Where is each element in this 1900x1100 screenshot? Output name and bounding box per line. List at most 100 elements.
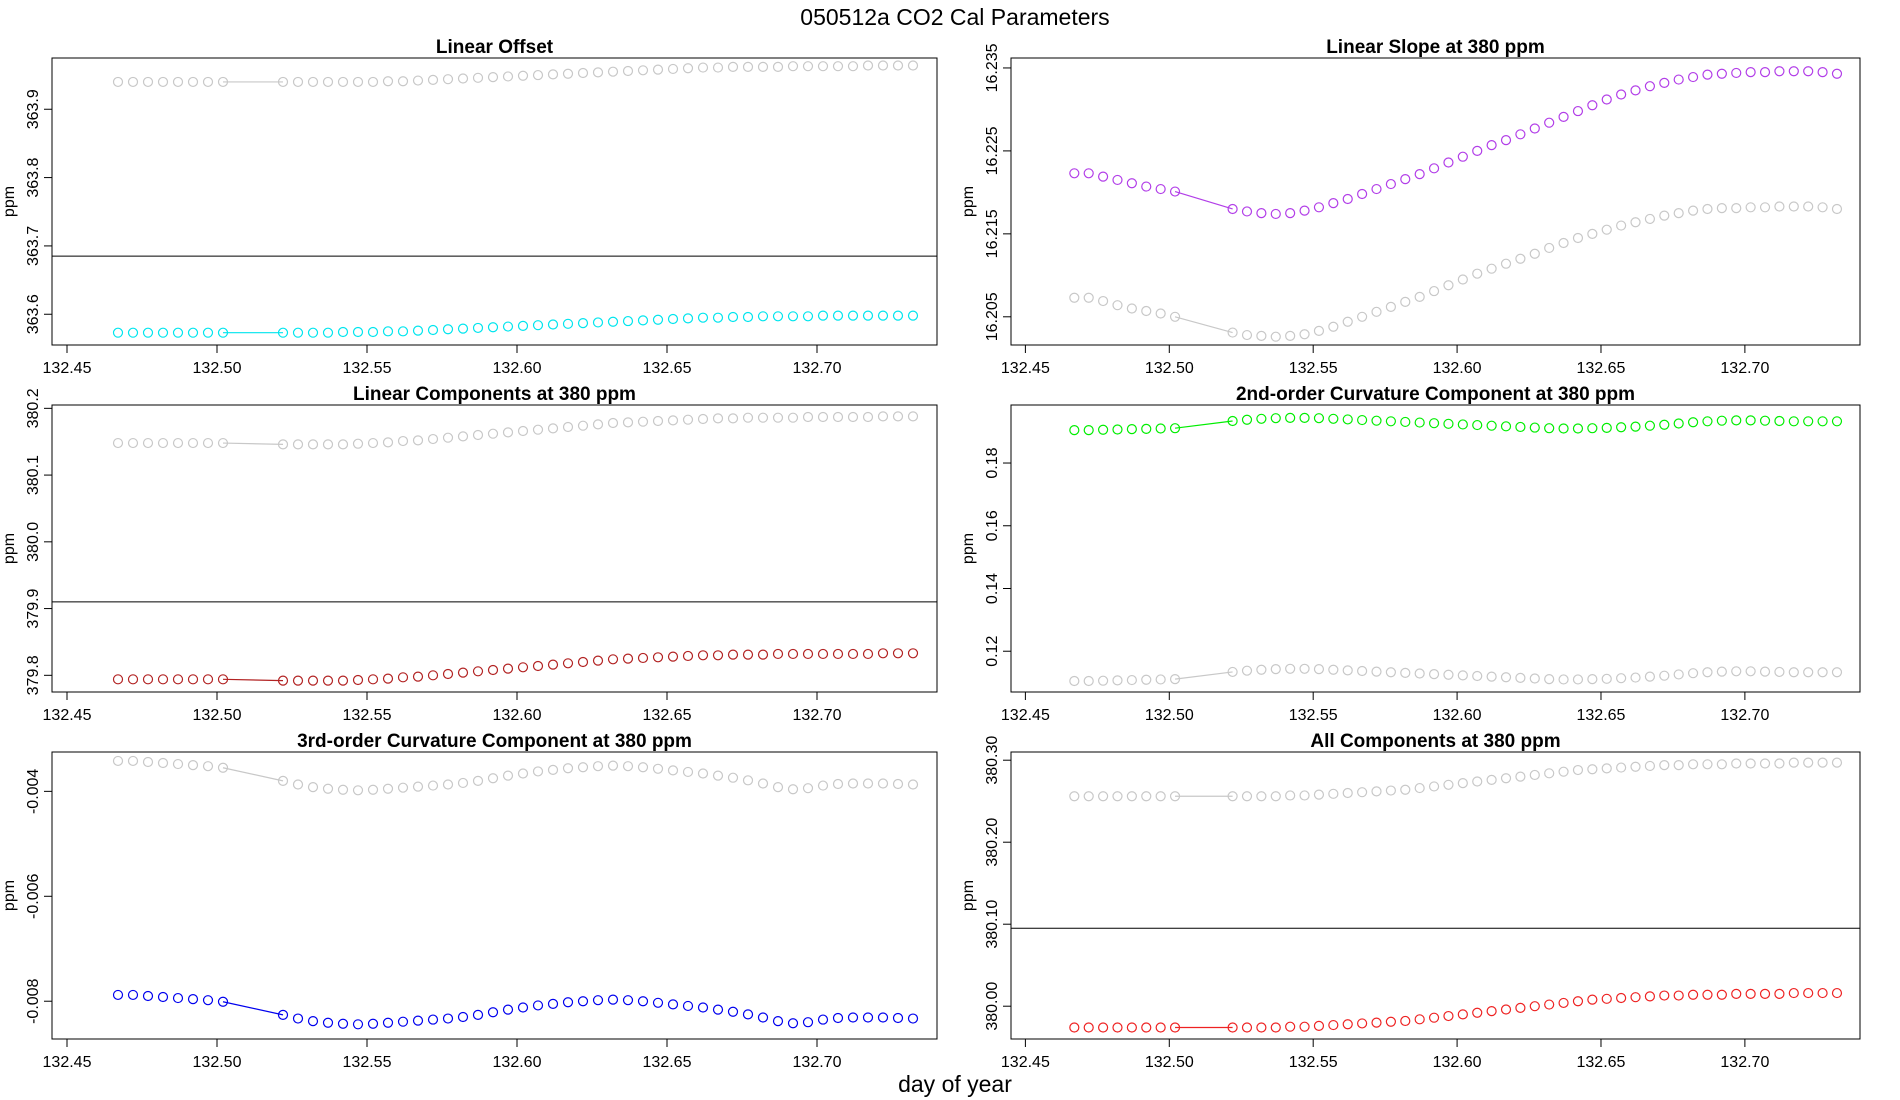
- data-point: [667, 63, 679, 75]
- data-point: [877, 648, 889, 659]
- data-point: [742, 412, 754, 423]
- x-tick-label: 132.60: [493, 707, 542, 724]
- data-point: [502, 770, 514, 781]
- data-point: [622, 315, 634, 327]
- data-point: [1472, 670, 1483, 682]
- data-point: [1759, 67, 1771, 78]
- data-point: [1371, 786, 1382, 797]
- data-point: [517, 320, 529, 331]
- data-point: [1472, 419, 1483, 431]
- data-point: [292, 327, 304, 338]
- data-point: [1486, 139, 1497, 151]
- data-point: [1745, 758, 1756, 769]
- data-point: [1515, 672, 1526, 683]
- data-point: [1529, 673, 1540, 684]
- data-point: [1472, 1007, 1483, 1018]
- data-point: [1745, 415, 1756, 426]
- data-point: [727, 649, 739, 660]
- data-point: [742, 1009, 754, 1020]
- plot-frame: [51, 751, 938, 1040]
- data-point: [187, 437, 199, 449]
- plot-frame: [1010, 57, 1861, 346]
- data-point: [592, 317, 604, 328]
- data-point: [592, 761, 604, 772]
- data-point: [457, 667, 469, 678]
- data-point: [757, 311, 769, 322]
- data-point: [202, 437, 214, 449]
- data-point: [1529, 1001, 1540, 1012]
- series-gap-segment: [222, 678, 284, 682]
- series-offset: [112, 310, 919, 338]
- data-point: [697, 1002, 709, 1013]
- data-point: [352, 326, 364, 338]
- data-point: [352, 438, 364, 449]
- data-point: [1616, 89, 1627, 100]
- data-point: [1357, 414, 1368, 426]
- data-point: [1572, 423, 1584, 434]
- data-point: [1357, 665, 1368, 677]
- data-point: [802, 61, 814, 72]
- x-tick-label: 132.65: [1577, 360, 1626, 377]
- data-point: [592, 995, 604, 1006]
- data-point: [427, 324, 439, 336]
- data-point: [1601, 993, 1612, 1004]
- x-tick-label: 132.45: [1001, 360, 1050, 377]
- data-point: [157, 757, 169, 769]
- data-point: [112, 755, 124, 767]
- data-point: [1227, 1022, 1238, 1033]
- data-point: [1831, 667, 1843, 678]
- data-point: [1759, 415, 1771, 426]
- data-point: [442, 668, 454, 680]
- data-point: [907, 648, 919, 659]
- y-tick-label: -0.006: [25, 874, 42, 919]
- data-point: [1659, 210, 1670, 221]
- data-point: [1083, 424, 1094, 436]
- data-point: [862, 411, 874, 423]
- data-point: [757, 649, 769, 660]
- data-point: [1515, 129, 1526, 140]
- data-point: [112, 989, 124, 1001]
- data-point: [1328, 1019, 1339, 1031]
- data-point: [517, 70, 529, 81]
- data-point: [1299, 790, 1310, 801]
- data-point: [637, 65, 649, 76]
- y-tick-label: 16.215: [984, 209, 1001, 258]
- data-point: [157, 437, 169, 449]
- plot-frame: [1010, 751, 1861, 1040]
- data-point: [697, 768, 709, 779]
- x-tick-label: 132.70: [793, 707, 842, 724]
- y-tick-label: 380.0: [25, 522, 42, 562]
- data-point: [1630, 761, 1641, 772]
- panel-4: 2nd-order Curvature Component at 380 ppm…: [960, 384, 1861, 724]
- data-point: [202, 995, 214, 1006]
- data-point: [787, 412, 799, 423]
- data-point: [172, 76, 184, 88]
- data-point: [667, 999, 679, 1010]
- data-point: [1285, 412, 1296, 423]
- data-point: [1155, 183, 1166, 195]
- data-point: [1371, 183, 1382, 195]
- data-point: [127, 76, 139, 88]
- data-point: [502, 427, 514, 438]
- data-point: [1788, 201, 1799, 212]
- data-point: [202, 327, 214, 338]
- data-point: [1083, 292, 1094, 303]
- data-point: [382, 437, 394, 448]
- data-point: [1544, 117, 1555, 128]
- data-point: [1702, 989, 1713, 1000]
- data-point: [607, 417, 619, 429]
- data-point: [1774, 415, 1785, 427]
- data-point: [532, 766, 544, 777]
- data-point: [1817, 667, 1828, 678]
- data-point: [1644, 671, 1656, 682]
- data-point: [1673, 208, 1684, 219]
- data-point: [1097, 295, 1109, 307]
- data-point: [1083, 168, 1094, 179]
- data-point: [1126, 791, 1137, 802]
- data-point: [397, 326, 409, 337]
- x-tick-label: 132.65: [1577, 707, 1626, 724]
- figure-title: 050512a CO2 Cal Parameters: [800, 4, 1109, 30]
- data-point: [1270, 664, 1281, 675]
- data-point: [1687, 759, 1699, 770]
